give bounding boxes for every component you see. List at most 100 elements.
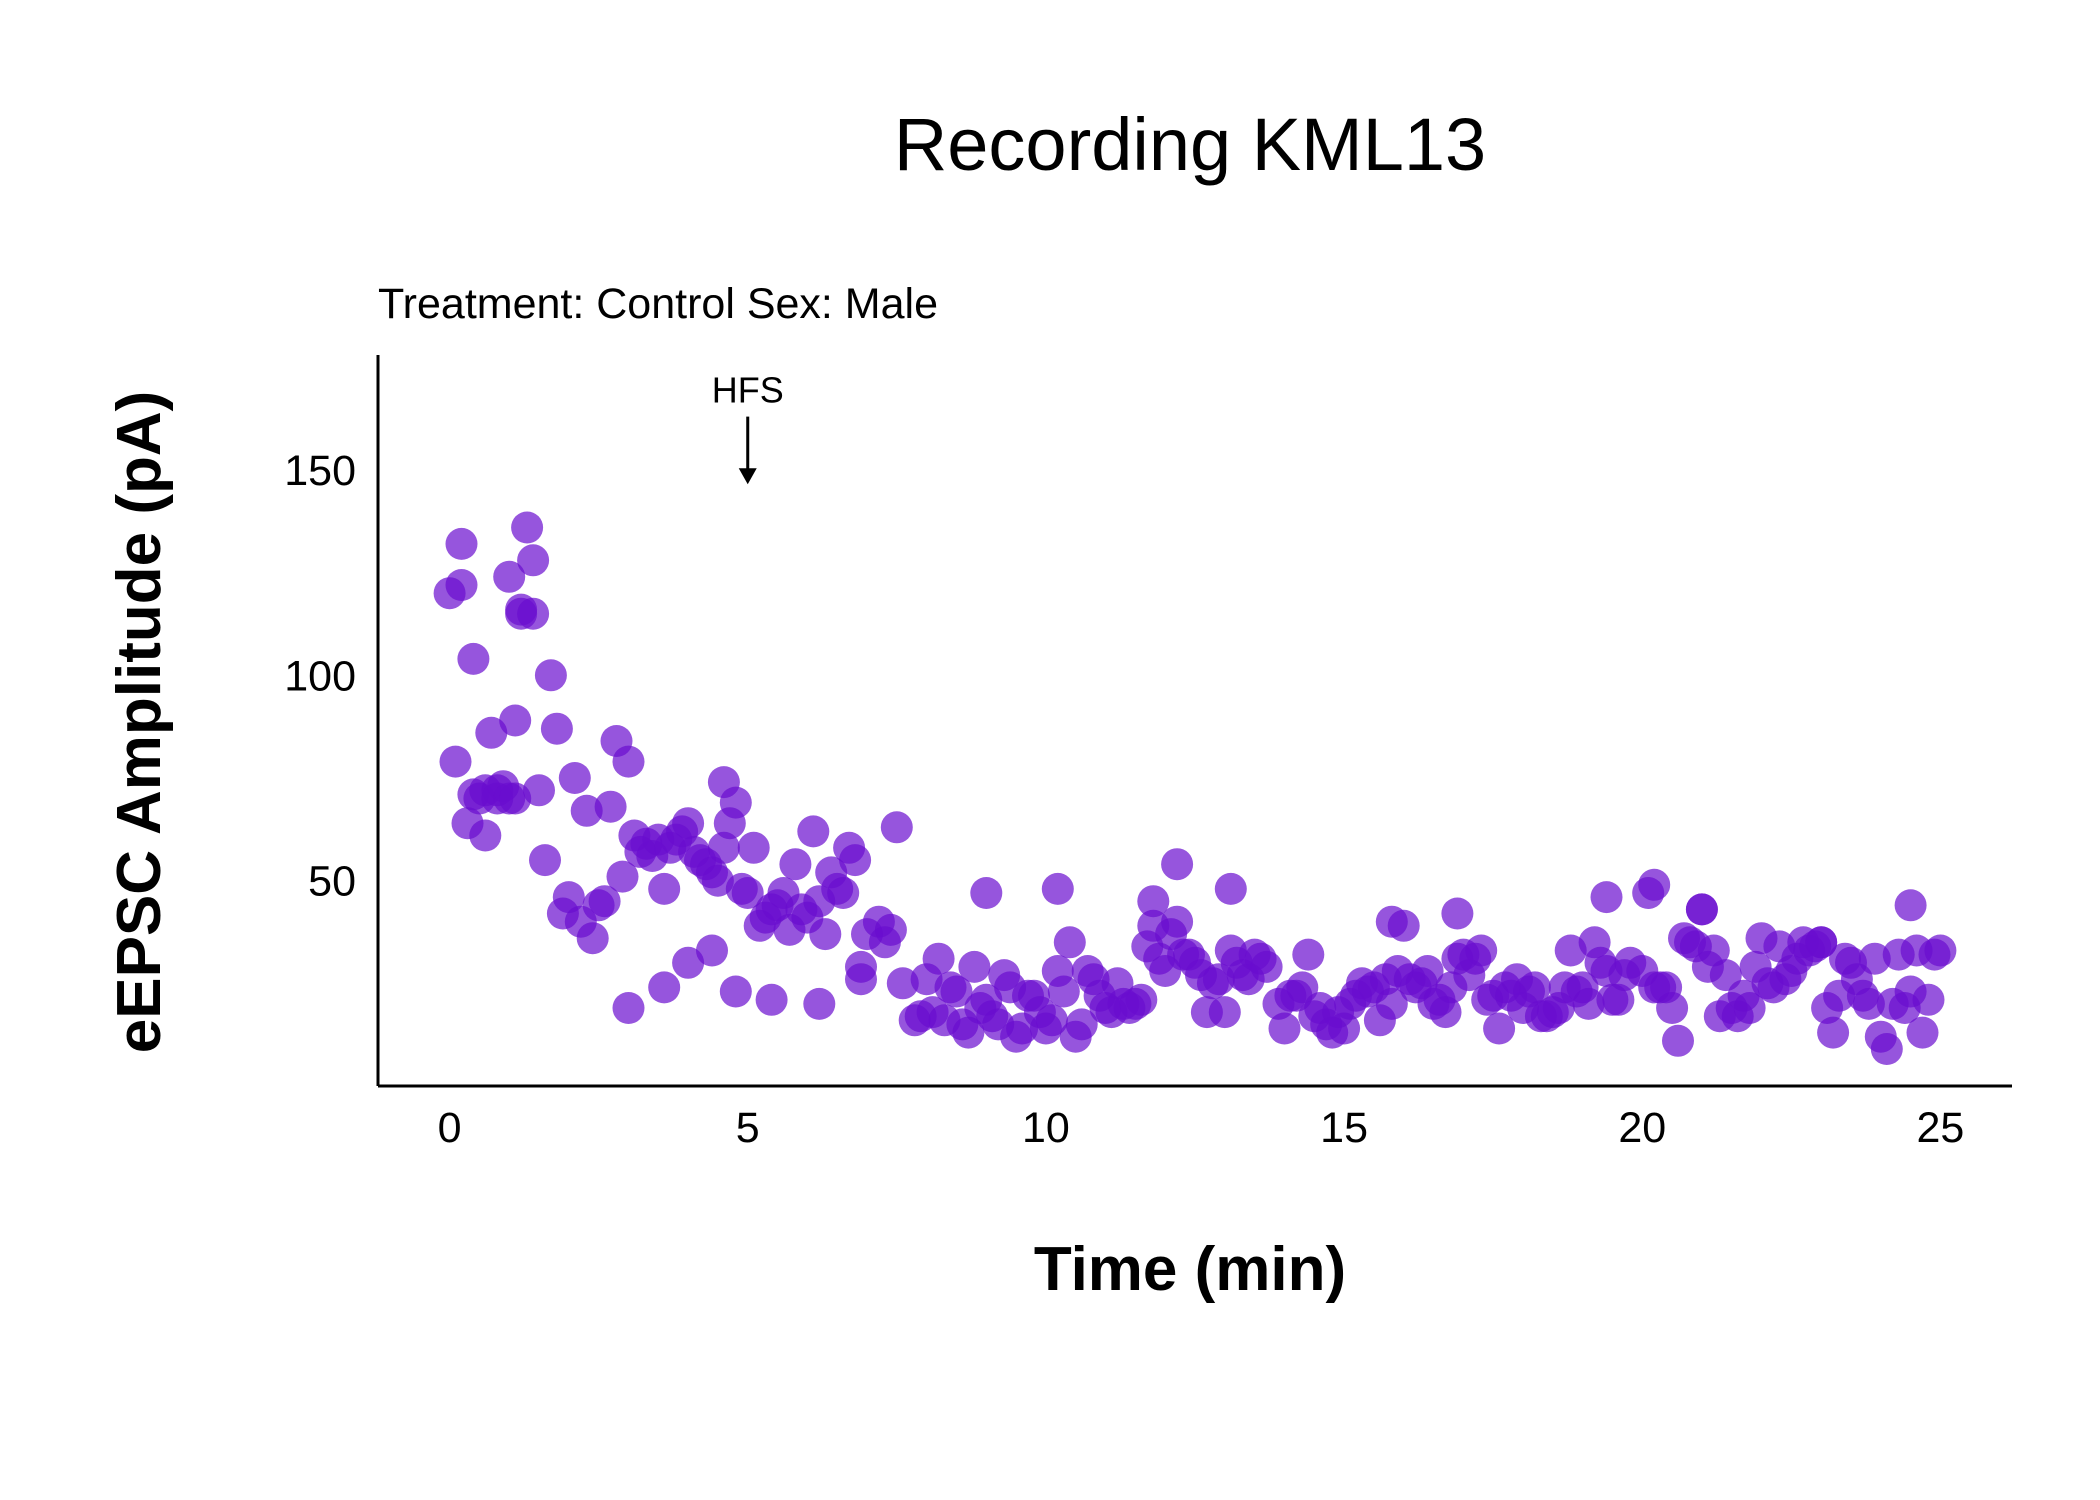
- y-tick-label: 100: [284, 652, 356, 700]
- data-point: [1059, 1020, 1092, 1053]
- data-point: [445, 527, 478, 560]
- data-point: [1846, 979, 1879, 1012]
- data-point: [970, 877, 1003, 909]
- data-point: [1053, 926, 1086, 959]
- data-point: [1906, 1016, 1939, 1049]
- x-tick-label: 25: [1917, 1104, 1965, 1152]
- data-point: [1656, 992, 1689, 1024]
- data-point: [988, 959, 1021, 992]
- data-point: [940, 975, 973, 1008]
- data-point: [552, 881, 585, 914]
- data-point: [1775, 955, 1808, 987]
- data-point: [1351, 975, 1384, 1008]
- data-point: [1190, 996, 1223, 1029]
- data-point: [803, 987, 836, 1020]
- data-point: [719, 975, 752, 1008]
- y-tick-labels: 50 100 150: [284, 447, 356, 906]
- data-point: [696, 934, 728, 967]
- data-point: [1835, 946, 1867, 979]
- data-point: [1214, 872, 1247, 905]
- data-point: [1817, 1016, 1850, 1049]
- data-point: [1578, 926, 1611, 959]
- data-point: [1823, 979, 1856, 1012]
- data-point: [511, 511, 544, 544]
- data-point: [493, 560, 526, 593]
- data-point: [540, 712, 573, 745]
- data-point: [612, 992, 645, 1024]
- data-point: [1471, 983, 1504, 1016]
- data-point: [797, 815, 830, 848]
- x-tick-label: 20: [1618, 1104, 1666, 1152]
- chart-subtitle: Treatment: Control Sex: Male: [378, 280, 938, 328]
- data-point: [499, 782, 532, 815]
- data-point: [821, 872, 854, 905]
- y-axis-label: eEPSC Amplitude (pA): [105, 391, 174, 1054]
- data-point: [725, 872, 758, 905]
- chart-title: Recording KML13: [894, 103, 1486, 186]
- data-point: [1662, 1024, 1694, 1057]
- data-point: [761, 889, 794, 922]
- data-point: [1751, 967, 1784, 1000]
- data-point: [1858, 942, 1891, 975]
- data-point: [1119, 987, 1152, 1020]
- data-point: [1304, 992, 1337, 1024]
- data-point: [672, 946, 705, 979]
- data-point: [582, 889, 615, 922]
- data-point: [779, 848, 812, 881]
- data-point: [1137, 885, 1170, 918]
- x-tick-labels: 0 5 10 15 20 25: [438, 1104, 1965, 1152]
- data-point: [755, 983, 788, 1016]
- data-point: [576, 922, 609, 955]
- data-point: [439, 745, 472, 778]
- data-points: [433, 511, 1957, 1065]
- data-point: [1763, 930, 1796, 963]
- data-point: [928, 1004, 961, 1037]
- data-point: [1071, 955, 1104, 987]
- data-point: [976, 1000, 1009, 1033]
- data-point: [1566, 971, 1599, 1004]
- annotation-arrow-head: [738, 468, 757, 485]
- data-point: [570, 794, 603, 827]
- data-point: [606, 860, 639, 893]
- data-point: [1179, 946, 1211, 979]
- data-point: [1000, 1020, 1033, 1053]
- data-point: [558, 762, 591, 794]
- data-point: [833, 831, 866, 864]
- x-tick-label: 0: [438, 1104, 462, 1152]
- data-point: [1143, 942, 1176, 975]
- data-point: [809, 918, 842, 951]
- annotations: HFS: [712, 370, 784, 485]
- data-point: [1268, 1012, 1301, 1045]
- data-point: [1590, 881, 1623, 914]
- data-point: [713, 807, 746, 840]
- data-point: [1214, 934, 1247, 967]
- x-tick-label: 10: [1022, 1104, 1070, 1152]
- data-point: [868, 926, 901, 959]
- data-point: [457, 642, 490, 675]
- data-point: [1328, 1012, 1361, 1045]
- data-point: [1441, 897, 1474, 930]
- data-point: [1041, 872, 1074, 905]
- data-point: [785, 893, 818, 926]
- data-point: [517, 597, 550, 630]
- data-point: [737, 831, 770, 864]
- data-point: [922, 942, 955, 975]
- data-point: [1894, 889, 1927, 922]
- data-point: [648, 971, 681, 1004]
- data-point: [475, 716, 508, 749]
- data-point: [1691, 950, 1724, 983]
- data-point: [1375, 987, 1408, 1020]
- data-point: [1805, 926, 1838, 959]
- data-point: [1459, 942, 1492, 975]
- data-point: [880, 811, 913, 844]
- data-point: [1280, 979, 1313, 1012]
- data-point: [845, 963, 877, 996]
- data-point: [517, 544, 550, 577]
- data-point: [952, 1016, 985, 1049]
- data-point: [594, 790, 627, 823]
- data-point: [648, 872, 681, 905]
- data-point: [707, 766, 740, 799]
- data-point: [534, 659, 567, 692]
- x-tick-label: 5: [736, 1104, 760, 1152]
- data-point: [1202, 963, 1235, 996]
